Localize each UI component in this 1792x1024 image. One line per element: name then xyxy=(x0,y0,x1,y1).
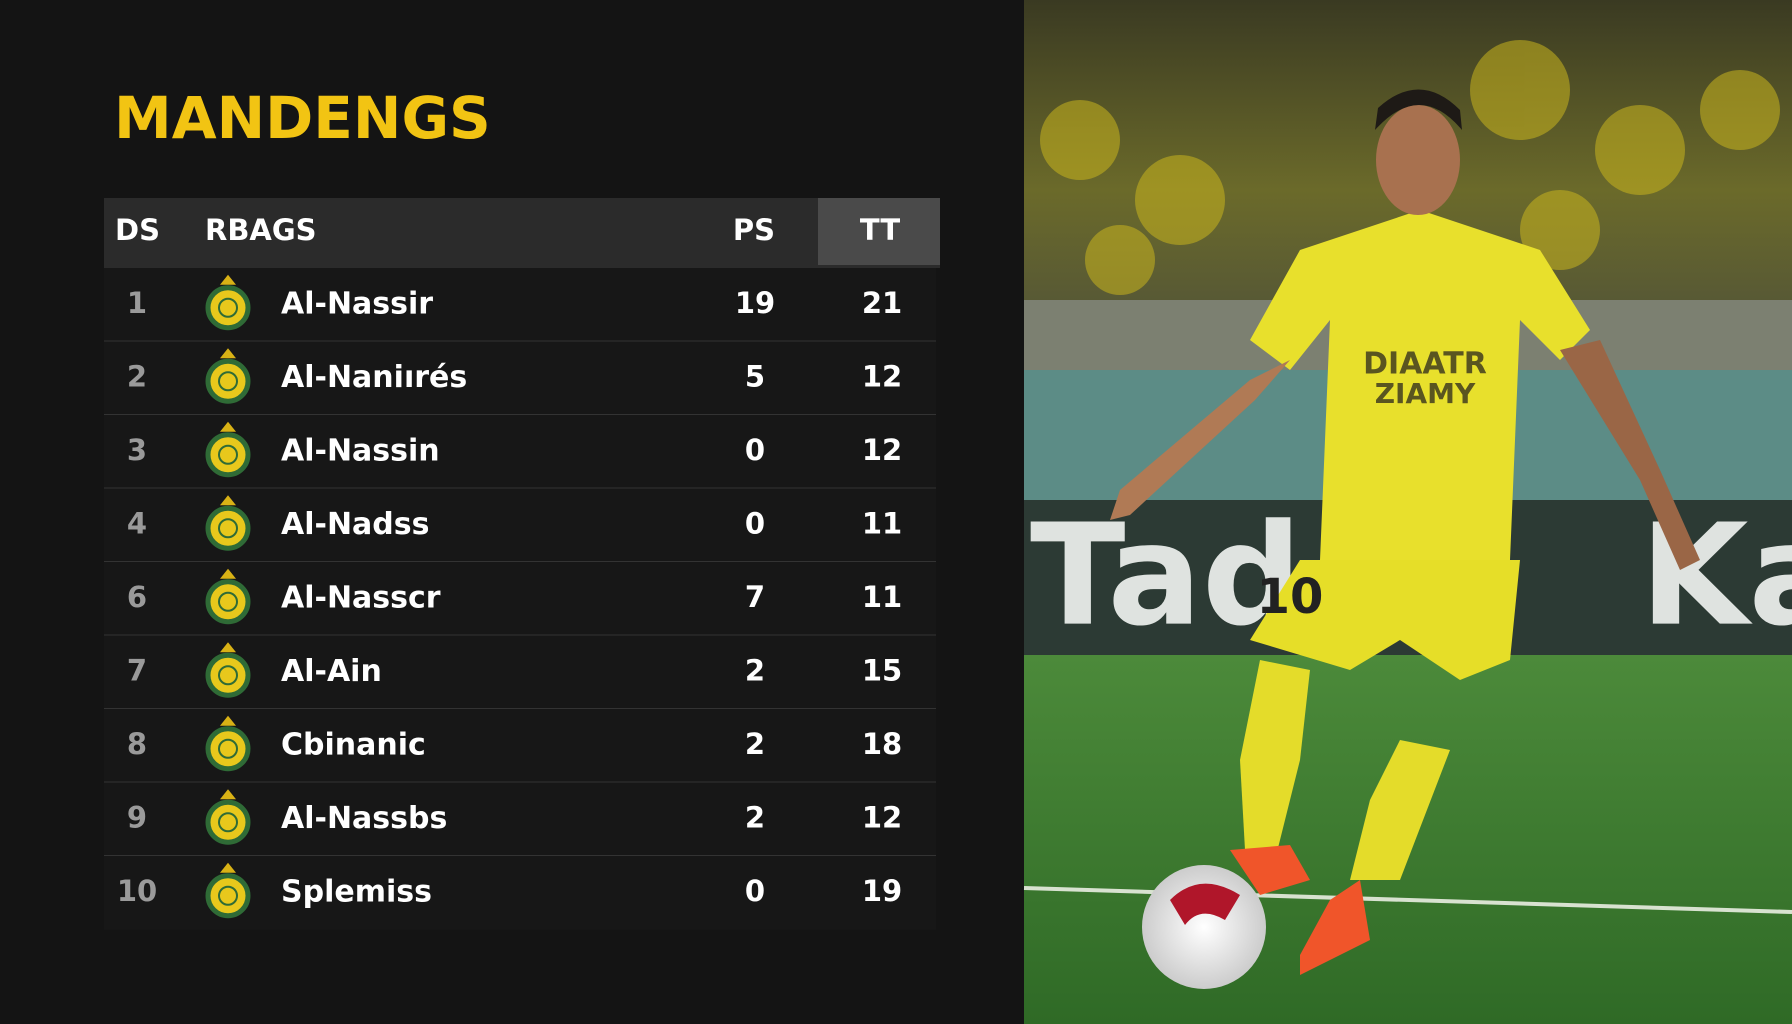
team-logo-crown xyxy=(220,495,236,506)
team-name: Al-Naniırés xyxy=(281,360,467,395)
team-logo-inner xyxy=(218,297,238,318)
ps-value: 19 xyxy=(735,286,775,320)
team-logo xyxy=(205,285,251,331)
tt-value: 11 xyxy=(862,506,902,540)
team-name: Al-Nassin xyxy=(281,433,440,468)
team-logo-inner xyxy=(218,591,238,612)
col-header: PS xyxy=(733,213,775,247)
crowd-dots xyxy=(1040,40,1780,295)
team-logo-crown xyxy=(220,274,236,285)
ps-value: 0 xyxy=(745,506,765,540)
shirt-number: 10 xyxy=(1257,569,1324,625)
team-logo-inner xyxy=(218,885,238,906)
ball-pattern xyxy=(1170,883,1240,925)
ps-value: 7 xyxy=(745,580,765,614)
tt-value: 11 xyxy=(862,580,902,614)
header-bar xyxy=(104,198,940,268)
team-logo-inner xyxy=(218,518,238,539)
team-logo xyxy=(205,432,251,478)
rank: 7 xyxy=(127,653,147,687)
rank: 6 xyxy=(127,580,147,614)
team-logo-inner xyxy=(218,738,238,759)
shirt-text: ZIAMY xyxy=(1375,377,1476,410)
tt-value: 18 xyxy=(862,727,902,761)
team-logo xyxy=(205,358,251,404)
team-name: Splemiss xyxy=(281,874,432,909)
ps-value: 5 xyxy=(745,359,765,393)
team-logo-inner xyxy=(218,371,238,392)
team-logo-crown xyxy=(220,568,236,579)
col-header: TT xyxy=(860,213,900,247)
team-name: Cbinanic xyxy=(281,727,426,762)
team-logo-crown xyxy=(220,642,236,653)
tt-value: 12 xyxy=(862,433,902,467)
team-logo xyxy=(205,726,251,772)
team-logo xyxy=(205,652,251,698)
team-name: Al-Nasscr xyxy=(281,580,441,615)
team-name: Al-Ain xyxy=(281,654,382,689)
team-logo-inner xyxy=(218,444,238,465)
ps-value: 0 xyxy=(745,433,765,467)
team-name: Al-Nadss xyxy=(281,507,430,542)
team-logo-crown xyxy=(220,421,236,432)
col-header: RBAGS xyxy=(205,213,317,247)
pitch-line xyxy=(1023,886,1792,914)
team-logo-inner xyxy=(218,665,238,686)
rank: 9 xyxy=(127,800,147,834)
tt-value: 12 xyxy=(862,800,902,834)
team-name: Al-Nassbs xyxy=(281,801,447,836)
table-body: 1 Al-Nassir 19 212 Al-Naniırés 5 123 Al-Nassin 0… xyxy=(104,268,936,930)
ps-value: 0 xyxy=(745,874,765,908)
header-highlight xyxy=(818,198,940,265)
title: MANDENGS xyxy=(114,84,491,152)
ps-value: 2 xyxy=(745,800,765,834)
rank: 2 xyxy=(127,359,147,393)
rank: 3 xyxy=(127,433,147,467)
tt-value: 21 xyxy=(862,286,902,320)
team-name: Al-Nassir xyxy=(281,286,433,321)
team-logo-crown xyxy=(220,789,236,800)
team-logo xyxy=(205,579,251,625)
team-logo-inner xyxy=(218,812,238,833)
ps-value: 2 xyxy=(745,653,765,687)
rank: 8 xyxy=(127,727,147,761)
shirt-text: DIAATR xyxy=(1363,347,1487,382)
team-logo-crown xyxy=(220,862,236,873)
player: DIAATR ZIAMY 10 xyxy=(1110,89,1700,975)
photo: Tad Ka DIAATR ZIAMY 10 xyxy=(1023,0,1792,1024)
rank: 4 xyxy=(127,506,147,540)
team-logo xyxy=(205,505,251,551)
tt-value: 19 xyxy=(862,874,902,908)
team-logo-crown xyxy=(220,715,236,726)
tt-value: 15 xyxy=(862,653,902,687)
tt-value: 12 xyxy=(862,359,902,393)
team-logo xyxy=(205,799,251,845)
team-logo xyxy=(205,873,251,919)
ball xyxy=(1142,865,1266,989)
col-header: DS xyxy=(115,213,160,247)
rank: 1 xyxy=(127,286,147,320)
team-logo-crown xyxy=(220,348,236,359)
ps-value: 2 xyxy=(745,727,765,761)
rank: 10 xyxy=(117,874,157,908)
